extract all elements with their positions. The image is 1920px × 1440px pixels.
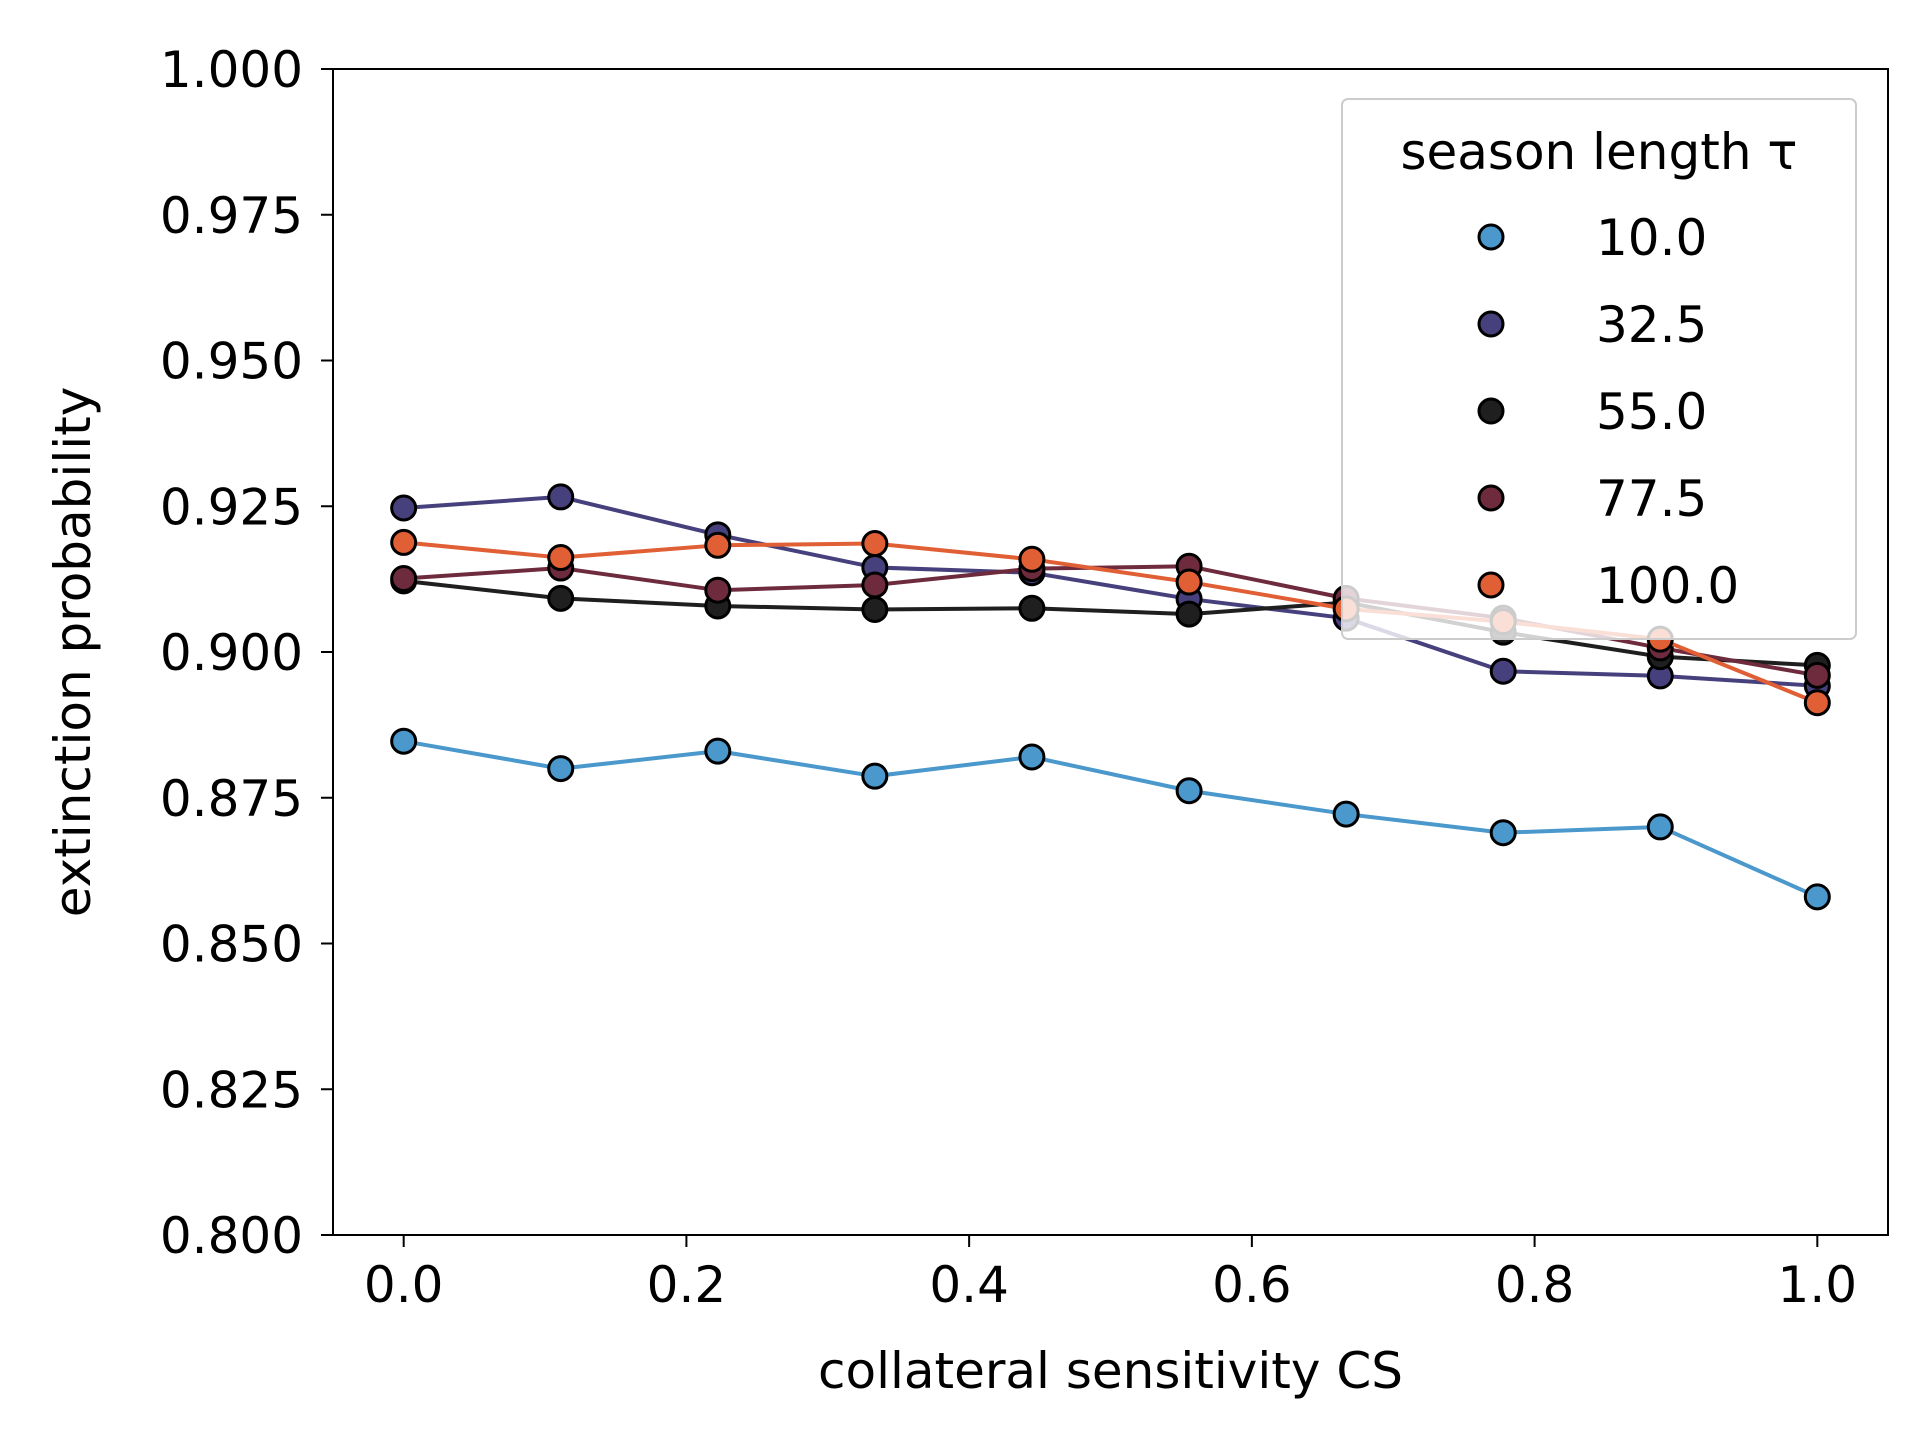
data-point [1018, 545, 1046, 573]
legend-label: 10.0 [1596, 209, 1707, 267]
legend-marker [1477, 484, 1505, 512]
data-point [704, 531, 732, 559]
y-axis-label: extinction probability [44, 387, 102, 918]
legend-marker [1477, 397, 1505, 425]
y-tick-label: 0.900 [160, 624, 303, 682]
x-tick-label: 0.8 [1495, 1256, 1575, 1314]
x-axis: 0.0 0.2 0.4 0.6 0.8 1.0 [364, 1235, 1857, 1314]
legend-title: season length τ [1400, 123, 1797, 181]
x-tick-label: 0.2 [647, 1256, 727, 1314]
legend-box [1341, 98, 1857, 640]
data-point [861, 571, 889, 599]
data-point [1175, 568, 1203, 596]
data-point [547, 544, 575, 572]
data-point [861, 762, 889, 790]
data-point [1018, 594, 1046, 622]
y-tick-label: 1.000 [160, 41, 303, 99]
data-point [1175, 777, 1203, 805]
legend-label: 55.0 [1596, 383, 1707, 441]
y-tick-label: 0.800 [160, 1207, 303, 1265]
legend-item: 10.0 [1477, 209, 1707, 267]
data-point [547, 755, 575, 783]
series-line [403, 494, 1818, 688]
legend-marker [1477, 223, 1505, 251]
data-point [1803, 661, 1831, 689]
legend-label: 100.0 [1596, 557, 1739, 615]
data-point [390, 727, 418, 755]
y-tick-label: 0.825 [160, 1061, 303, 1119]
y-tick-label: 0.850 [160, 916, 303, 974]
data-point [861, 595, 889, 623]
legend-label: 77.5 [1596, 470, 1707, 528]
x-tick-label: 1.0 [1778, 1256, 1858, 1314]
data-point [390, 528, 418, 556]
y-tick-label: 0.875 [160, 770, 303, 828]
series-10.0 [390, 727, 1831, 911]
legend: season length τ 10.0 32.5 55.0 77.5 100.0 [1341, 98, 1857, 640]
data-point [704, 737, 732, 765]
x-tick-label: 0.0 [364, 1256, 444, 1314]
data-point [704, 576, 732, 604]
series-line [403, 739, 1819, 899]
data-point [390, 565, 418, 593]
legend-item: 32.5 [1477, 296, 1707, 354]
x-axis-label: collateral sensitivity CS [818, 1342, 1403, 1400]
legend-label: 32.5 [1596, 296, 1707, 354]
data-point [1018, 743, 1046, 771]
legend-item: 100.0 [1477, 557, 1739, 615]
data-point [1489, 657, 1517, 685]
data-point [547, 584, 575, 612]
legend-marker [1477, 571, 1505, 599]
data-point [547, 483, 575, 511]
legend-item: 55.0 [1477, 383, 1707, 441]
data-point [1332, 800, 1360, 828]
data-point [1489, 819, 1517, 847]
data-point [1646, 813, 1674, 841]
legend-item: 77.5 [1477, 470, 1707, 528]
y-tick-label: 0.925 [160, 478, 303, 536]
legend-marker [1477, 310, 1505, 338]
data-point [1175, 600, 1203, 628]
series-line [403, 578, 1818, 668]
data-point [390, 494, 418, 522]
data-point [1803, 689, 1831, 717]
y-axis: 0.800 0.825 0.850 0.875 0.900 0.925 0.950 0.975… [160, 41, 333, 1265]
x-tick-label: 0.4 [929, 1256, 1009, 1314]
data-point [861, 530, 889, 558]
data-point [1803, 883, 1831, 911]
x-tick-label: 0.6 [1212, 1256, 1292, 1314]
y-tick-label: 0.975 [160, 187, 303, 245]
y-tick-label: 0.950 [160, 333, 303, 391]
